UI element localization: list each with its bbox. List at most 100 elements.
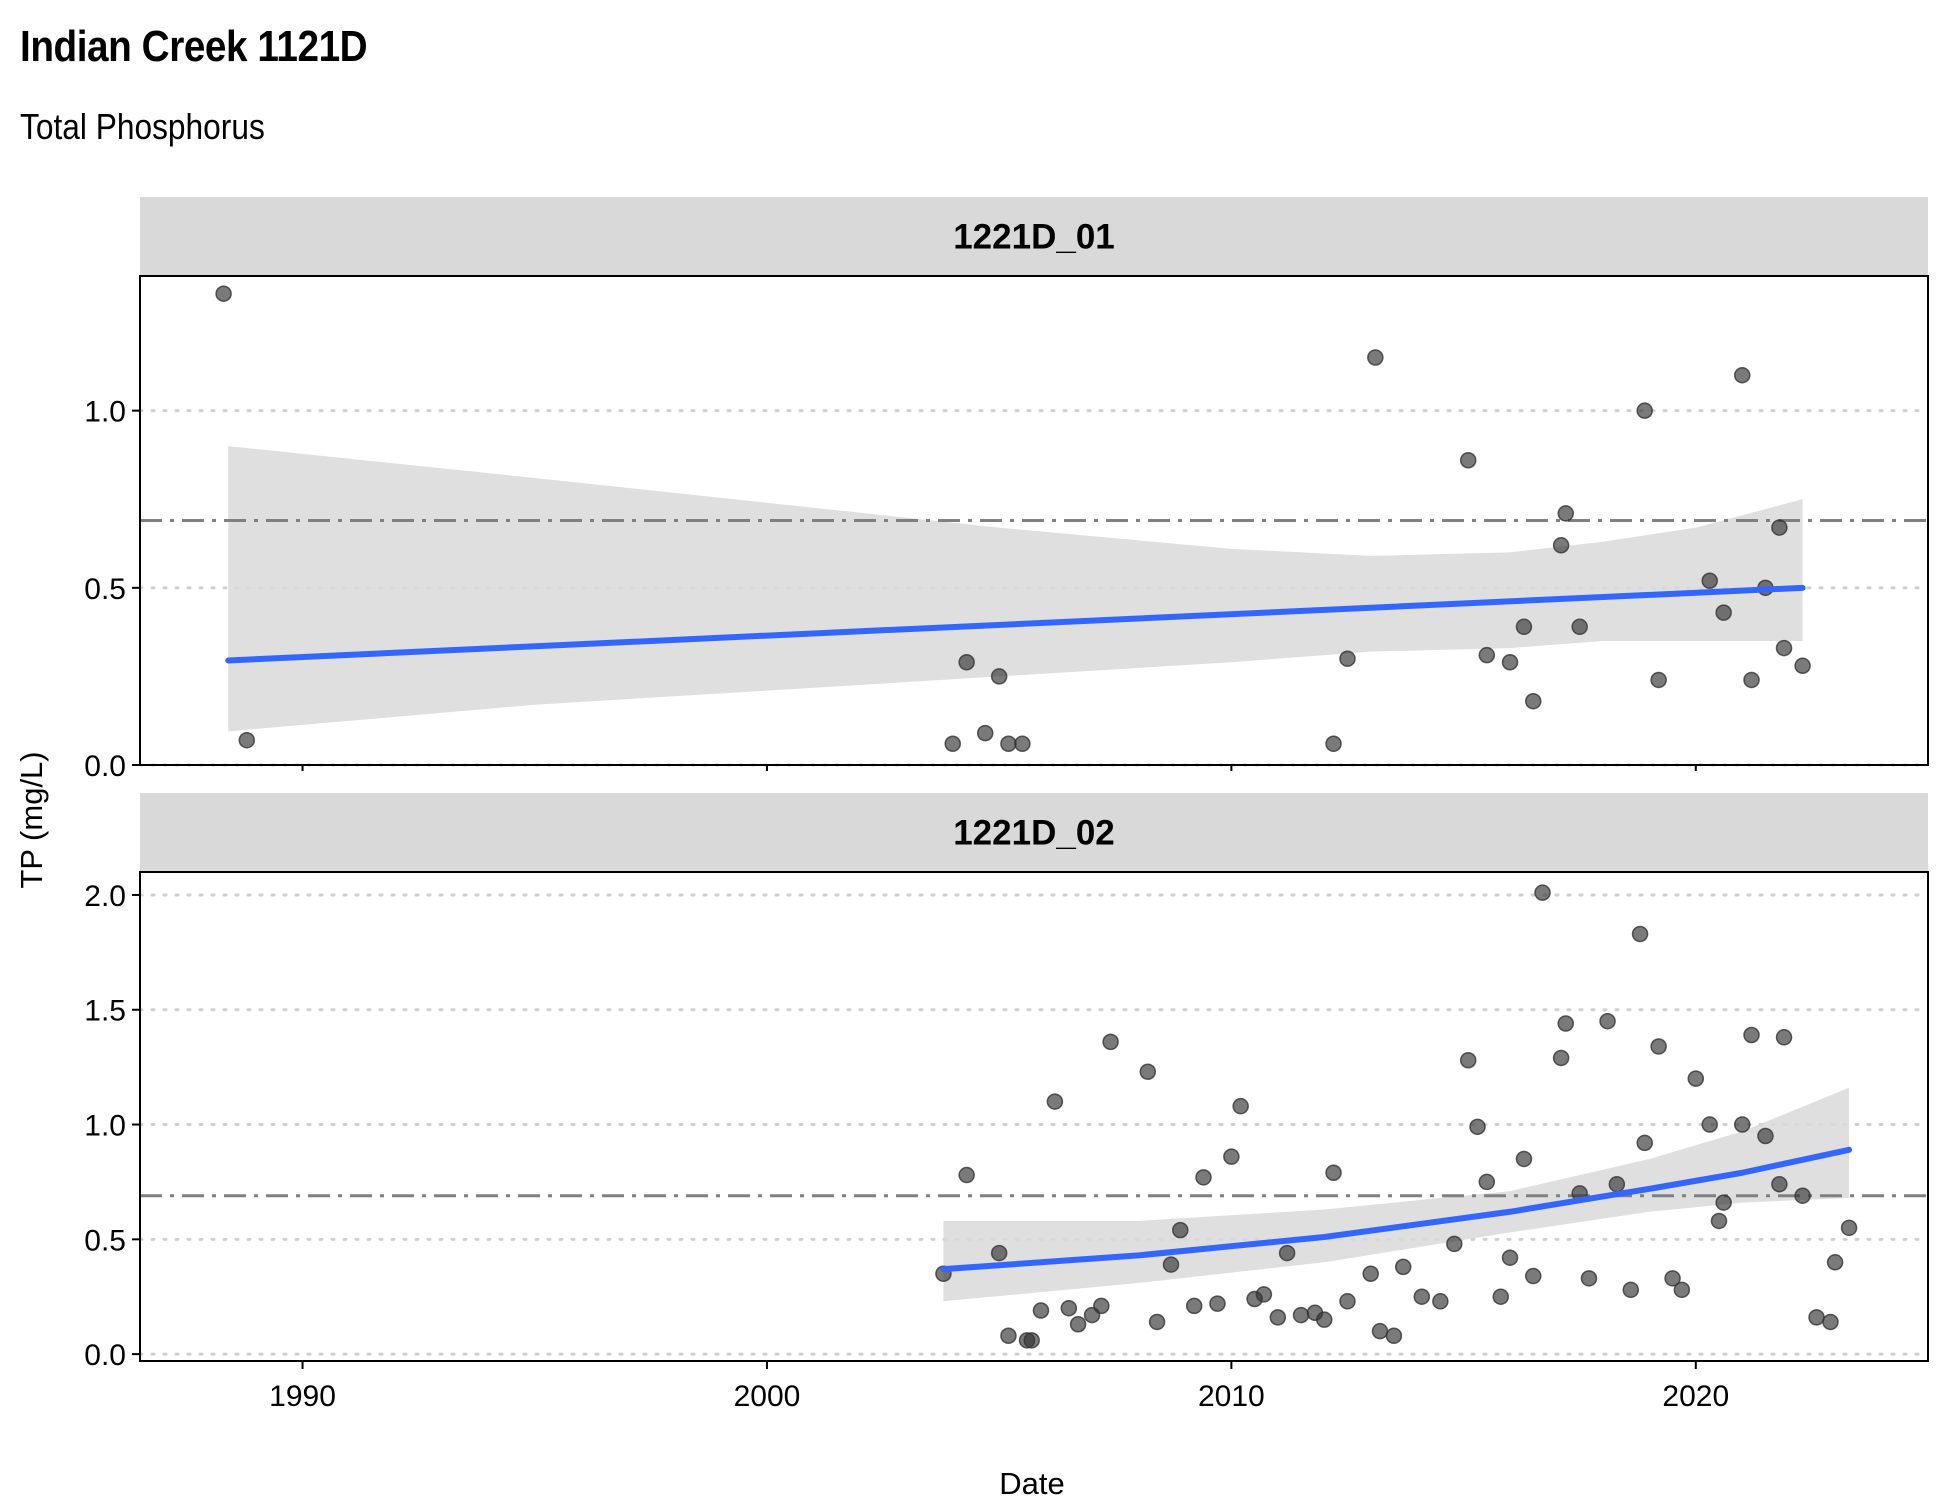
- y-tick-label: 0.0: [84, 750, 126, 783]
- data-point: [1172, 1221, 1189, 1239]
- y-tick-label: 2.0: [84, 880, 126, 913]
- data-point: [1023, 1332, 1040, 1349]
- data-point: [1501, 653, 1519, 671]
- data-point: [1515, 1150, 1533, 1168]
- data-point: [1325, 735, 1342, 752]
- data-point: [1459, 452, 1477, 469]
- data-point: [1492, 1288, 1509, 1305]
- data-point: [1775, 639, 1793, 657]
- data-point: [1032, 1302, 1050, 1319]
- data-point: [1339, 650, 1356, 667]
- data-point: [1826, 1254, 1844, 1271]
- data-point: [1557, 1015, 1575, 1032]
- data-point: [1636, 402, 1653, 419]
- data-point: [1701, 1116, 1718, 1133]
- trend-line: [940, 1146, 1853, 1273]
- data-point: [1771, 1175, 1788, 1193]
- chart-subtitle: Total Phosphorus: [20, 106, 265, 147]
- data-point: [1501, 1249, 1519, 1266]
- data-point: [1093, 1297, 1110, 1315]
- data-point: [1580, 1270, 1598, 1287]
- data-point: [1636, 1134, 1653, 1152]
- x-tick-label: 2010: [1198, 1380, 1265, 1413]
- trend-line: [225, 584, 1806, 664]
- y-tick-label: 0.0: [84, 1339, 126, 1372]
- y-tick-label: 0.5: [84, 573, 126, 606]
- data-point: [1822, 1313, 1839, 1331]
- data-point: [1000, 1327, 1017, 1344]
- data-point: [1269, 1309, 1287, 1326]
- chart-title: Indian Creek 1121D: [20, 22, 368, 71]
- data-point: [1794, 1187, 1811, 1204]
- data-point: [1552, 1049, 1570, 1067]
- data-point: [1446, 1235, 1463, 1253]
- data-point: [1534, 884, 1551, 901]
- facet-strip-label: 1221D_01: [953, 218, 1115, 257]
- data-point: [1650, 671, 1667, 689]
- data-point: [1195, 1169, 1212, 1186]
- data-point: [1622, 1281, 1640, 1299]
- data-point: [1292, 1306, 1310, 1324]
- data-point: [1808, 1309, 1825, 1326]
- y-tick-label: 0.5: [84, 1224, 126, 1257]
- data-point: [1232, 1097, 1249, 1115]
- data-point: [1014, 735, 1031, 752]
- data-point: [1664, 1270, 1681, 1287]
- data-point: [1775, 1029, 1793, 1046]
- data-point: [1367, 349, 1384, 366]
- data-point: [1794, 657, 1811, 675]
- data-point: [1060, 1299, 1078, 1317]
- data-point: [1339, 1293, 1356, 1310]
- data-point: [1469, 1118, 1486, 1136]
- data-point: [1162, 1256, 1180, 1273]
- data-point: [976, 724, 994, 742]
- x-tick-label: 1990: [269, 1380, 336, 1413]
- x-axis-label: Date: [999, 1466, 1064, 1500]
- data-point: [1278, 1244, 1296, 1262]
- panel-border: [139, 275, 1929, 766]
- data-point: [1771, 519, 1788, 536]
- data-point: [1701, 572, 1718, 589]
- data-point: [1139, 1063, 1157, 1080]
- data-point: [1552, 537, 1570, 554]
- y-tick-label: 1.0: [84, 396, 126, 429]
- data-point: [1650, 1038, 1667, 1055]
- data-point: [1631, 925, 1649, 943]
- data-point: [1478, 1173, 1496, 1191]
- data-point: [1608, 1175, 1626, 1193]
- data-point: [958, 1166, 975, 1184]
- data-point: [1715, 1194, 1732, 1211]
- data-point: [1385, 1327, 1403, 1344]
- data-point: [1102, 1033, 1119, 1051]
- facet-strip: [140, 197, 1928, 276]
- confidence-ribbon: [943, 1087, 1850, 1302]
- data-point: [1687, 1070, 1705, 1087]
- data-point: [1069, 1316, 1087, 1333]
- data-point: [1209, 1295, 1226, 1312]
- x-tick-label: 2020: [1662, 1380, 1729, 1413]
- data-point: [1673, 1281, 1691, 1299]
- data-point: [215, 285, 232, 302]
- data-point: [1524, 1267, 1542, 1285]
- data-point: [1524, 692, 1542, 710]
- data-point: [238, 731, 256, 749]
- data-point: [1371, 1322, 1389, 1340]
- data-point: [1478, 646, 1496, 664]
- facet-strip: [140, 793, 1928, 872]
- data-point: [1557, 505, 1575, 522]
- data-point: [1046, 1093, 1064, 1110]
- data-point: [990, 668, 1008, 685]
- data-point: [1459, 1052, 1477, 1069]
- y-tick-label: 1.5: [84, 995, 126, 1028]
- confidence-ribbon: [228, 446, 1803, 732]
- data-point: [1710, 1212, 1728, 1230]
- data-point: [1413, 1288, 1431, 1305]
- data-point: [1394, 1258, 1412, 1276]
- y-tick-label: 1.0: [84, 1110, 126, 1143]
- facet-strip-label: 1221D_02: [953, 814, 1115, 853]
- data-point: [1185, 1297, 1203, 1315]
- data-point: [1316, 1311, 1333, 1328]
- data-point: [1432, 1293, 1449, 1310]
- data-point: [944, 735, 961, 752]
